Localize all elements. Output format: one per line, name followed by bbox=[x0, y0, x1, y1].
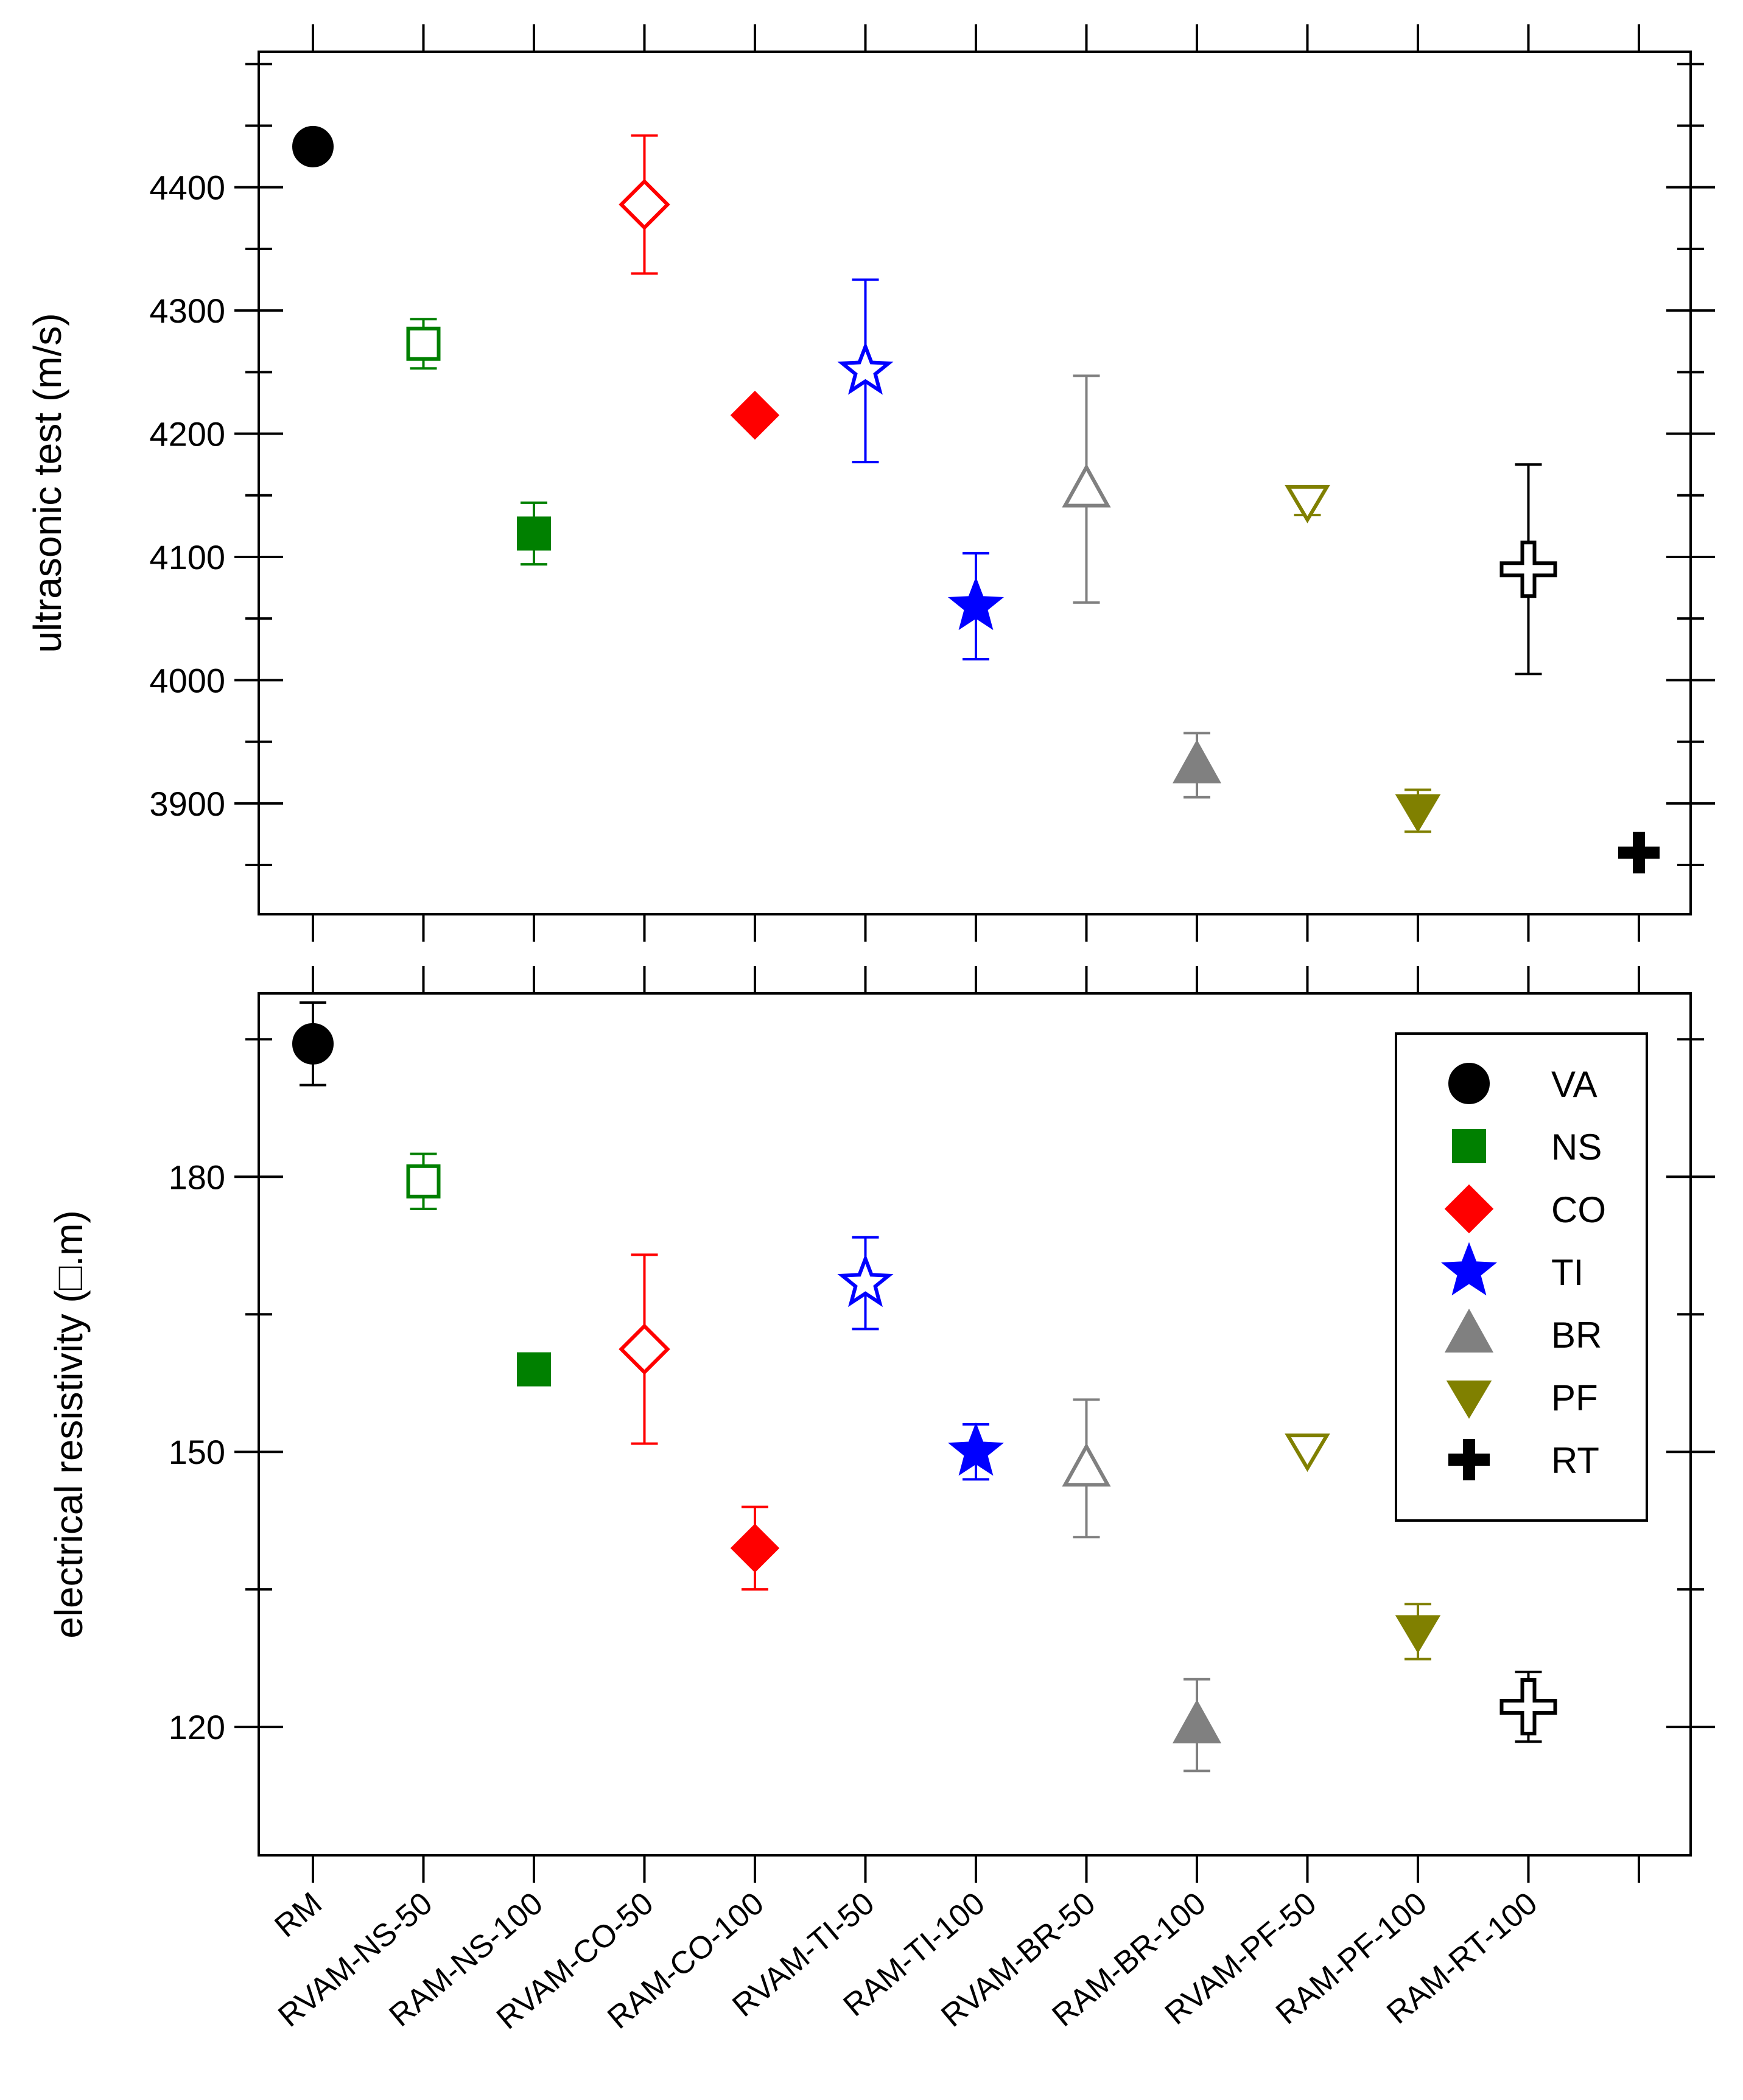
data-point bbox=[1618, 831, 1660, 873]
y-tick-label: 120 bbox=[169, 1708, 225, 1746]
legend-marker bbox=[1444, 1308, 1494, 1353]
y-tick-label: 4300 bbox=[149, 292, 225, 330]
data-point bbox=[1062, 1443, 1111, 1487]
ultrasonic-plot-frame bbox=[258, 51, 1692, 915]
resistivity-y-axis-title: electrical resistivity (□.m) bbox=[47, 1210, 91, 1639]
data-point bbox=[292, 1023, 334, 1065]
data-point bbox=[947, 1422, 1005, 1476]
y-tick-label: 3900 bbox=[149, 785, 225, 823]
category-label: RM bbox=[268, 1886, 328, 1944]
data-point bbox=[292, 125, 334, 167]
data-point bbox=[406, 326, 441, 361]
data-point bbox=[406, 1164, 441, 1199]
data-point bbox=[1172, 739, 1222, 784]
legend-label: BR bbox=[1551, 1315, 1602, 1356]
data-point bbox=[1499, 541, 1557, 598]
y-tick-label: 150 bbox=[169, 1433, 225, 1471]
legend-box bbox=[1395, 1032, 1648, 1522]
legend-marker bbox=[1446, 1381, 1492, 1419]
data-point bbox=[1172, 1699, 1222, 1744]
resistivity-panel: 120 150 180 electrical resistivity (□.m) bbox=[47, 966, 1715, 1883]
legend-label: PF bbox=[1551, 1377, 1598, 1418]
y-tick-label: 4100 bbox=[149, 538, 225, 576]
ultrasonic-y-axis-title: ultrasonic test (m/s) bbox=[26, 313, 69, 653]
legend-marker bbox=[1452, 1129, 1486, 1163]
legend: VA NS CO TI BR PF RT bbox=[1395, 1032, 1648, 1522]
data-point bbox=[517, 1352, 551, 1387]
legend-label: RT bbox=[1551, 1440, 1599, 1481]
data-point bbox=[1062, 463, 1111, 508]
legend-label: NS bbox=[1551, 1127, 1602, 1167]
data-point bbox=[619, 1323, 670, 1375]
legend-marker bbox=[1448, 1439, 1490, 1480]
legend-label: CO bbox=[1551, 1189, 1606, 1230]
ultrasonic-panel: 3900 4000 4100 4200 4300 4400 ultrasonic test… bbox=[26, 24, 1715, 942]
data-point bbox=[730, 1524, 780, 1573]
data-point bbox=[837, 1253, 894, 1307]
legend-marker bbox=[1448, 1063, 1490, 1104]
data-point bbox=[947, 576, 1005, 631]
data-point bbox=[517, 516, 551, 551]
data-point bbox=[730, 390, 780, 440]
legend-marker bbox=[1444, 1184, 1494, 1234]
legend-label: VA bbox=[1551, 1064, 1597, 1105]
data-point bbox=[619, 178, 670, 231]
legend-marker bbox=[1441, 1242, 1497, 1296]
y-tick-label: 4000 bbox=[149, 661, 225, 699]
y-tick-label: 4400 bbox=[149, 169, 225, 207]
y-tick-label: 180 bbox=[169, 1158, 225, 1196]
data-point bbox=[1395, 1615, 1441, 1654]
data-point bbox=[1285, 1433, 1330, 1472]
data-point bbox=[837, 341, 894, 395]
category-axis-labels: RMRVAM-NS-50RAM-NS-100RVAM-CO-50RAM-CO-1… bbox=[268, 1886, 1544, 2037]
data-point bbox=[1395, 794, 1441, 833]
legend-label: TI bbox=[1551, 1252, 1583, 1293]
y-tick-label: 4200 bbox=[149, 415, 225, 453]
data-point bbox=[1285, 485, 1330, 523]
data-point bbox=[1499, 1678, 1557, 1735]
